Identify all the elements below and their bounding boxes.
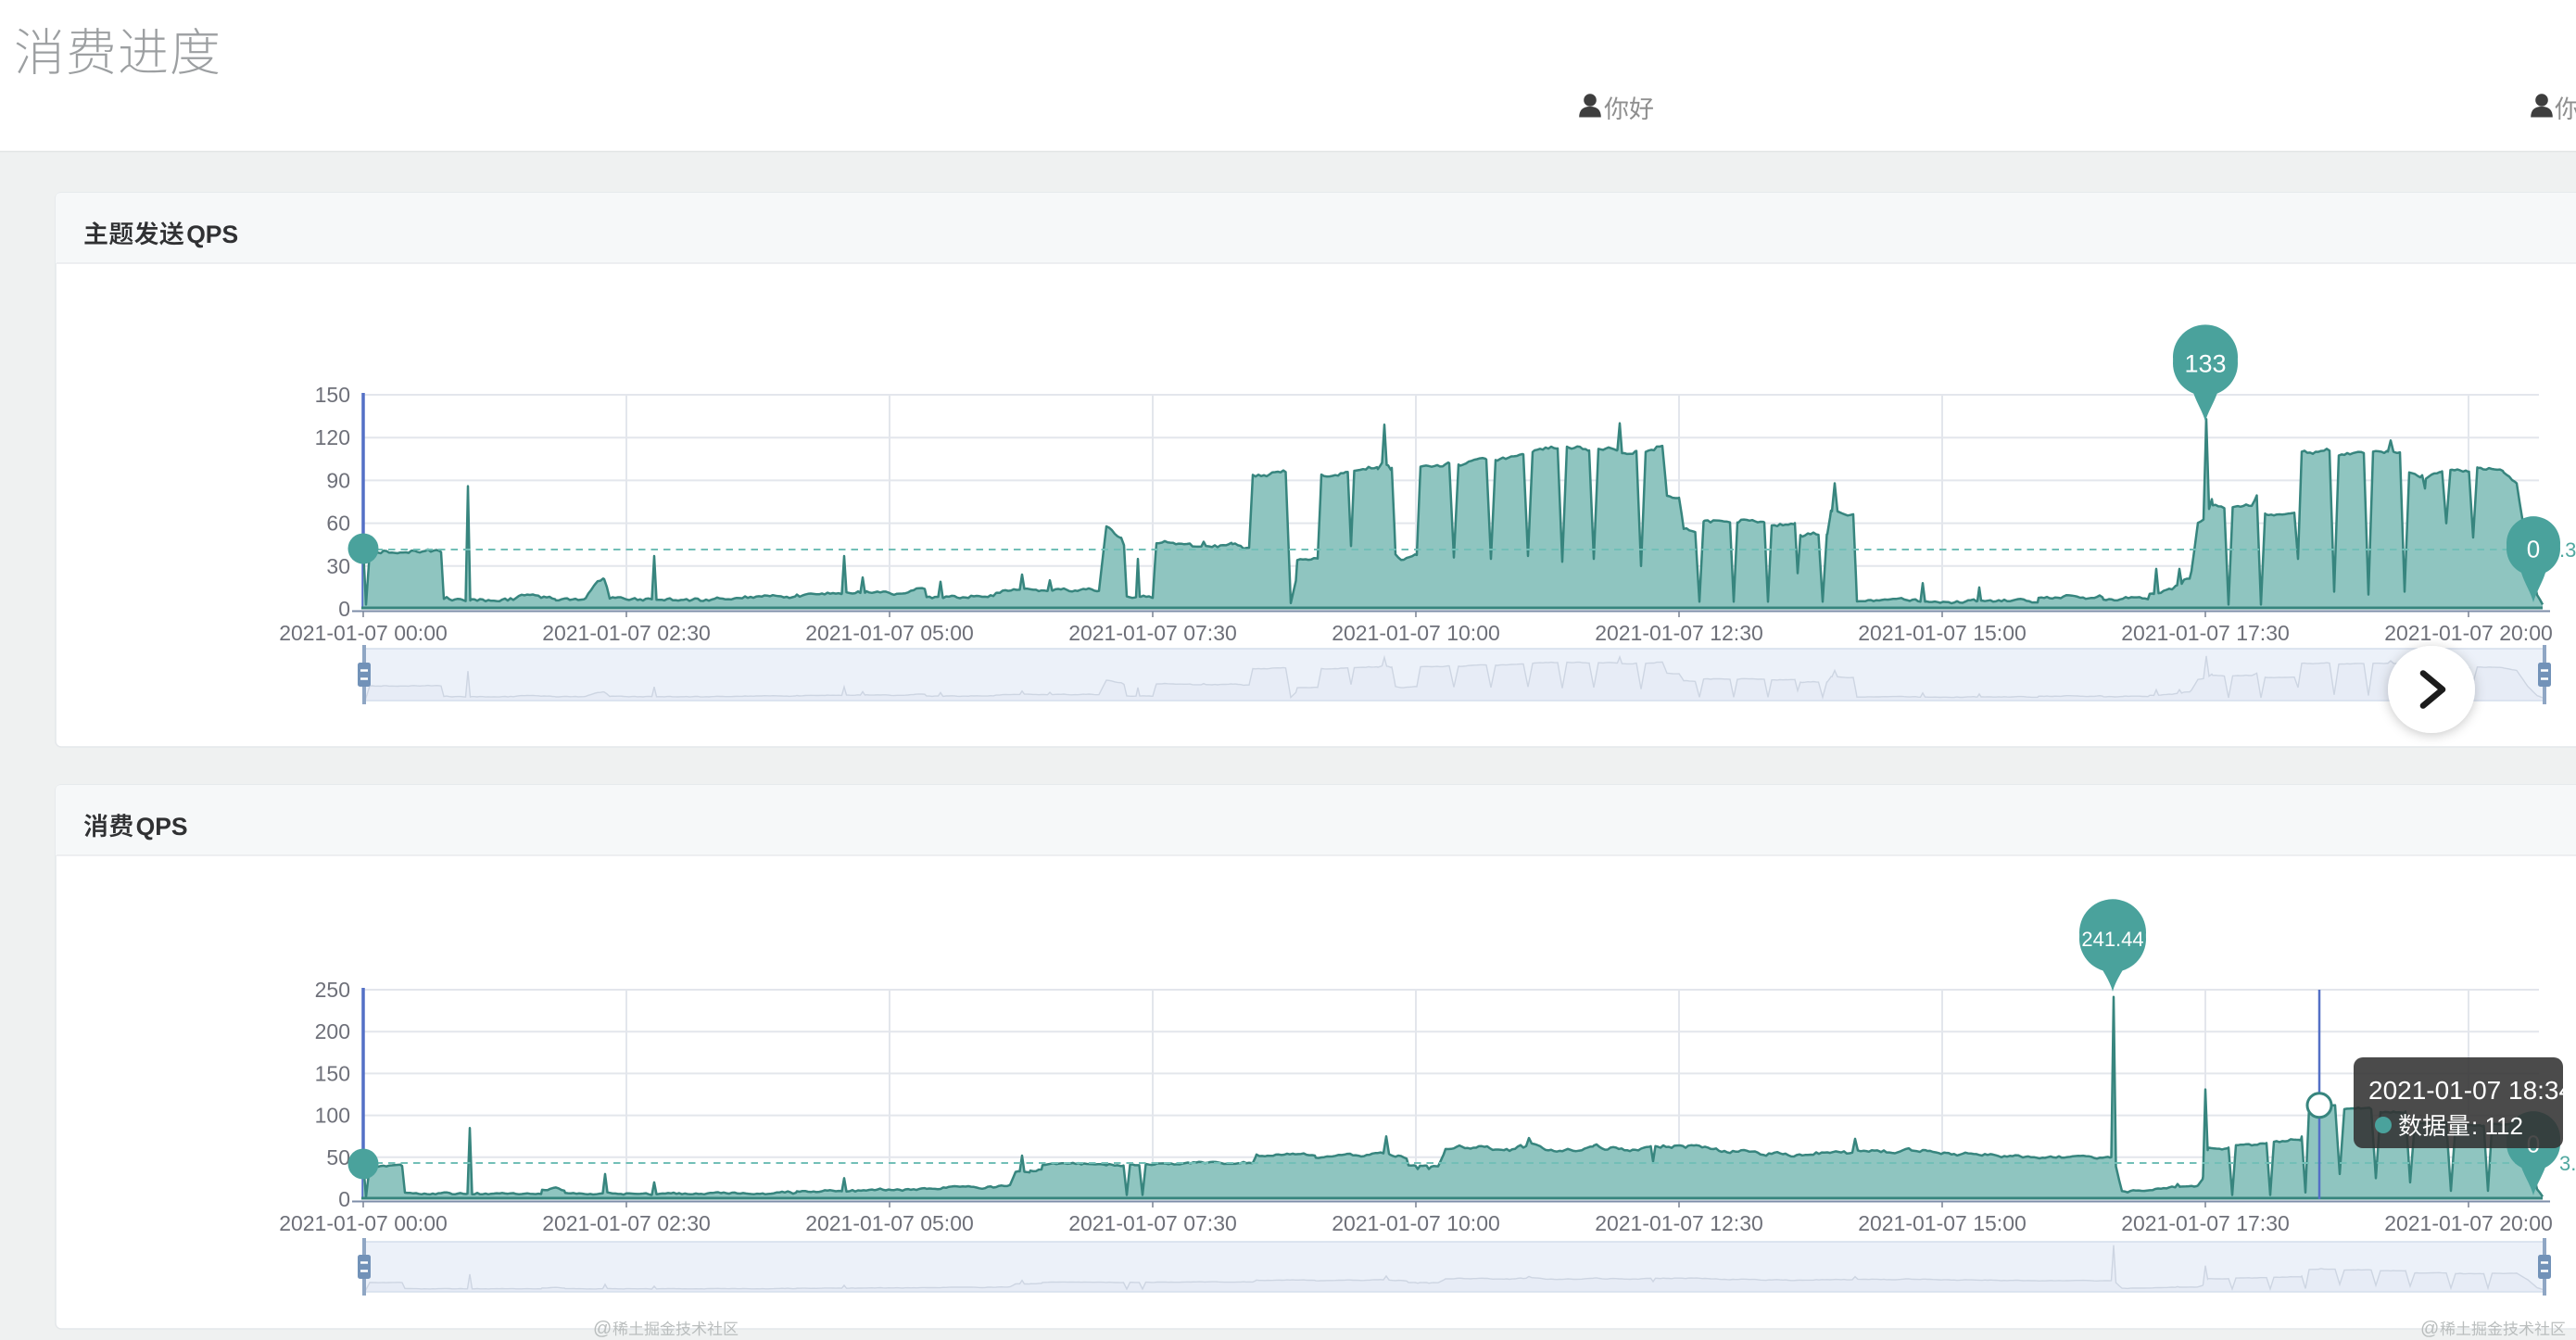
svg-text:30: 30 (326, 554, 350, 578)
svg-text:2021-01-07 20:00: 2021-01-07 20:00 (2384, 1211, 2553, 1235)
svg-text:@: @ (593, 1319, 612, 1339)
svg-text:50: 50 (326, 1145, 350, 1169)
svg-text:90: 90 (326, 468, 350, 492)
svg-text:QPS: QPS (136, 813, 188, 841)
svg-text:2021-01-07 05:00: 2021-01-07 05:00 (805, 621, 974, 645)
svg-text:0: 0 (338, 597, 350, 621)
svg-text:QPS: QPS (186, 221, 238, 248)
svg-text:2021-01-07 15:00: 2021-01-07 15:00 (1858, 621, 2027, 645)
svg-text:2021-01-07 12:30: 2021-01-07 12:30 (1595, 621, 1763, 645)
svg-text:2021-01-07 20:00: 2021-01-07 20:00 (2384, 621, 2553, 645)
svg-text:2021-01-07 02:30: 2021-01-07 02:30 (542, 1211, 711, 1235)
svg-text:: 112: : 112 (2471, 1112, 2523, 1140)
svg-text:@: @ (2420, 1319, 2439, 1339)
svg-text:2021-01-07 18:34: 2021-01-07 18:34 (2368, 1076, 2573, 1105)
svg-text:2021-01-07 00:00: 2021-01-07 00:00 (279, 1211, 448, 1235)
svg-text:0: 0 (2527, 535, 2540, 563)
svg-text:2021-01-07 07:30: 2021-01-07 07:30 (1068, 1211, 1237, 1235)
svg-text:2021-01-07 17:30: 2021-01-07 17:30 (2121, 621, 2290, 645)
svg-text:2021-01-07 10:00: 2021-01-07 10:00 (1332, 1211, 1500, 1235)
svg-text:2021-01-07 10:00: 2021-01-07 10:00 (1332, 621, 1500, 645)
svg-text:250: 250 (315, 978, 350, 1002)
svg-text:60: 60 (326, 512, 350, 536)
svg-text:2021-01-07 07:30: 2021-01-07 07:30 (1068, 621, 1237, 645)
svg-text:0: 0 (338, 1187, 350, 1211)
svg-text:200: 200 (315, 1019, 350, 1043)
svg-text:2021-01-07 15:00: 2021-01-07 15:00 (1858, 1211, 2027, 1235)
svg-text:.3: .3 (2559, 538, 2576, 562)
svg-text:2021-01-07 12:30: 2021-01-07 12:30 (1595, 1211, 1763, 1235)
svg-text:241.44: 241.44 (2081, 928, 2143, 951)
svg-text:2021-01-07 17:30: 2021-01-07 17:30 (2121, 1211, 2290, 1235)
svg-text:2021-01-07 00:00: 2021-01-07 00:00 (279, 621, 448, 645)
svg-text:120: 120 (315, 425, 350, 449)
svg-text:2021-01-07 02:30: 2021-01-07 02:30 (542, 621, 711, 645)
svg-text:3.3: 3.3 (2559, 1152, 2576, 1175)
svg-text:2021-01-07 05:00: 2021-01-07 05:00 (805, 1211, 974, 1235)
svg-text:150: 150 (315, 383, 350, 407)
svg-text:133: 133 (2184, 350, 2226, 378)
svg-text:150: 150 (315, 1061, 350, 1085)
svg-text:100: 100 (315, 1104, 350, 1128)
